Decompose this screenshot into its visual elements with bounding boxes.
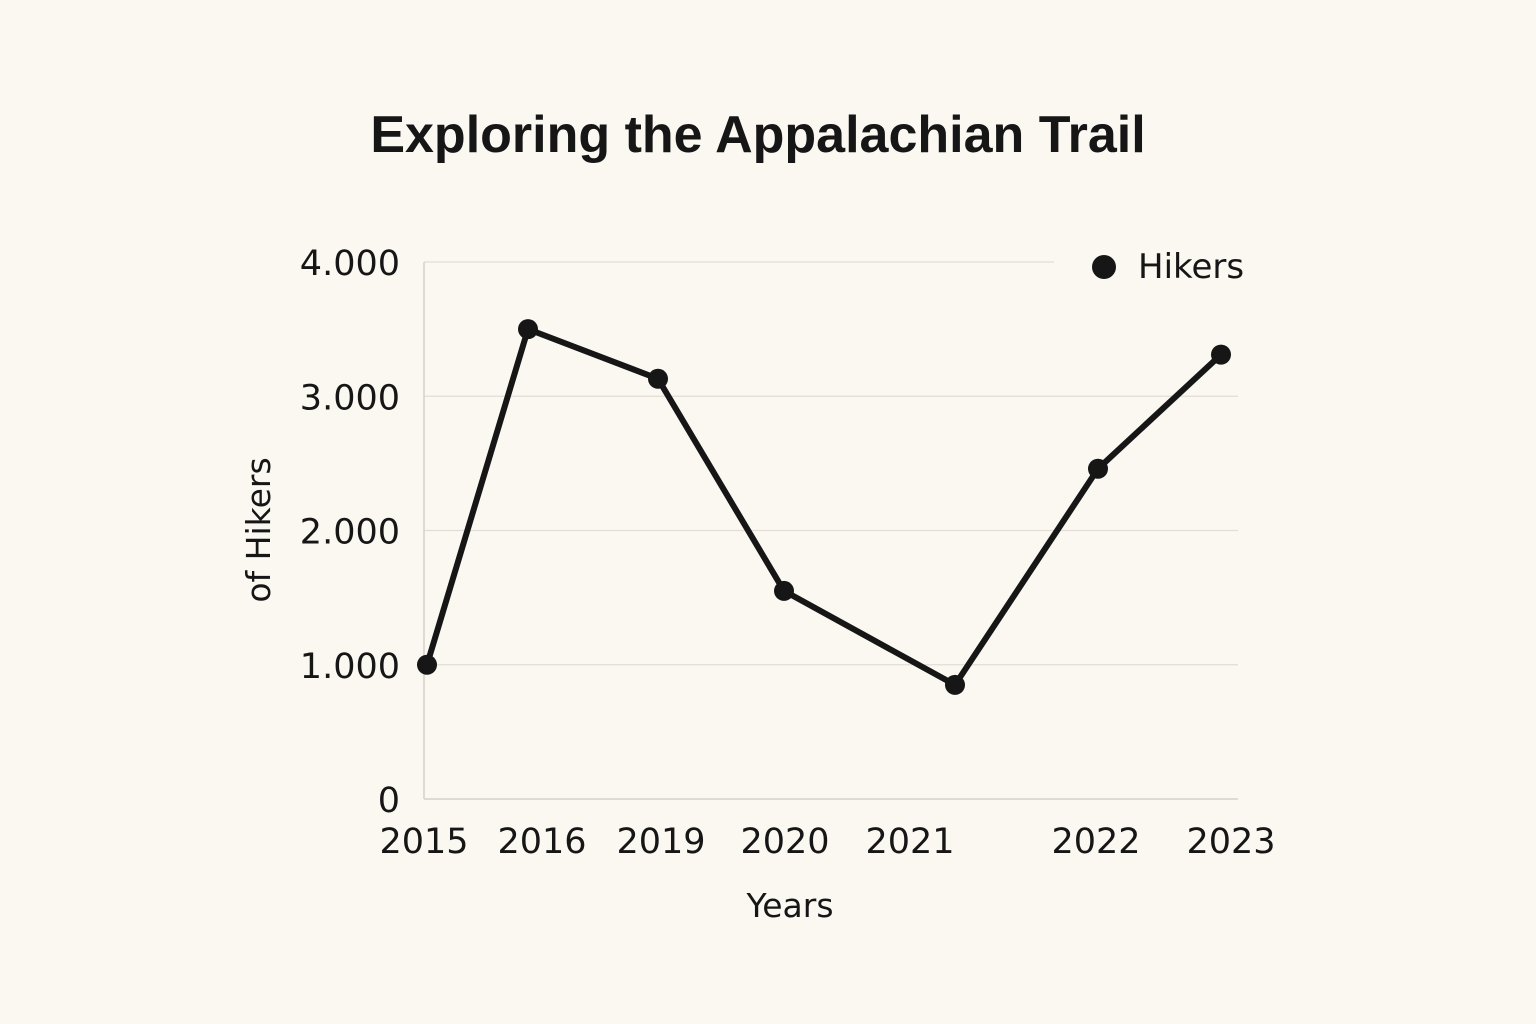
series-hikers [417, 319, 1231, 695]
x-tick-label: 2022 [1051, 822, 1140, 862]
y-tick-labels: 0 1.000 2.000 3.000 4.000 [300, 244, 400, 821]
chart-title: Exploring the Appalachian Trail [370, 106, 1145, 164]
y-tick-label: 1.000 [300, 647, 400, 687]
data-point-2016 [518, 319, 538, 340]
legend-marker-hikers [1092, 255, 1116, 279]
data-point-2015 [417, 654, 437, 675]
x-tick-label: 2016 [497, 822, 586, 862]
series-line-hikers [424, 326, 1224, 688]
data-point-2022 [1088, 458, 1108, 479]
legend-label-hikers: Hikers [1138, 247, 1244, 287]
data-point-2023 [1211, 344, 1231, 365]
y-tick-label: 0 [378, 781, 400, 821]
x-tick-label: 2019 [616, 822, 705, 862]
gridlines [424, 261, 1238, 666]
x-tick-label: 2023 [1186, 822, 1275, 862]
x-tick-label: 2021 [865, 822, 954, 862]
axes [423, 262, 1238, 800]
y-tick-label: 2.000 [300, 513, 400, 553]
x-axis-label: Years [745, 886, 833, 925]
y-axis-label: of Hikers [239, 457, 278, 602]
y-tick-label: 4.000 [300, 244, 400, 284]
x-tick-label: 2015 [379, 822, 468, 862]
data-point-2019 [648, 368, 668, 389]
data-point-2021 [945, 674, 965, 695]
data-point-2020 [774, 580, 794, 601]
x-tick-label: 2020 [740, 822, 829, 862]
legend: Hikers [1092, 247, 1244, 287]
x-tick-labels: 2015 2016 2019 2020 2021 2022 2023 [379, 822, 1275, 862]
y-tick-label: 3.000 [300, 378, 400, 418]
